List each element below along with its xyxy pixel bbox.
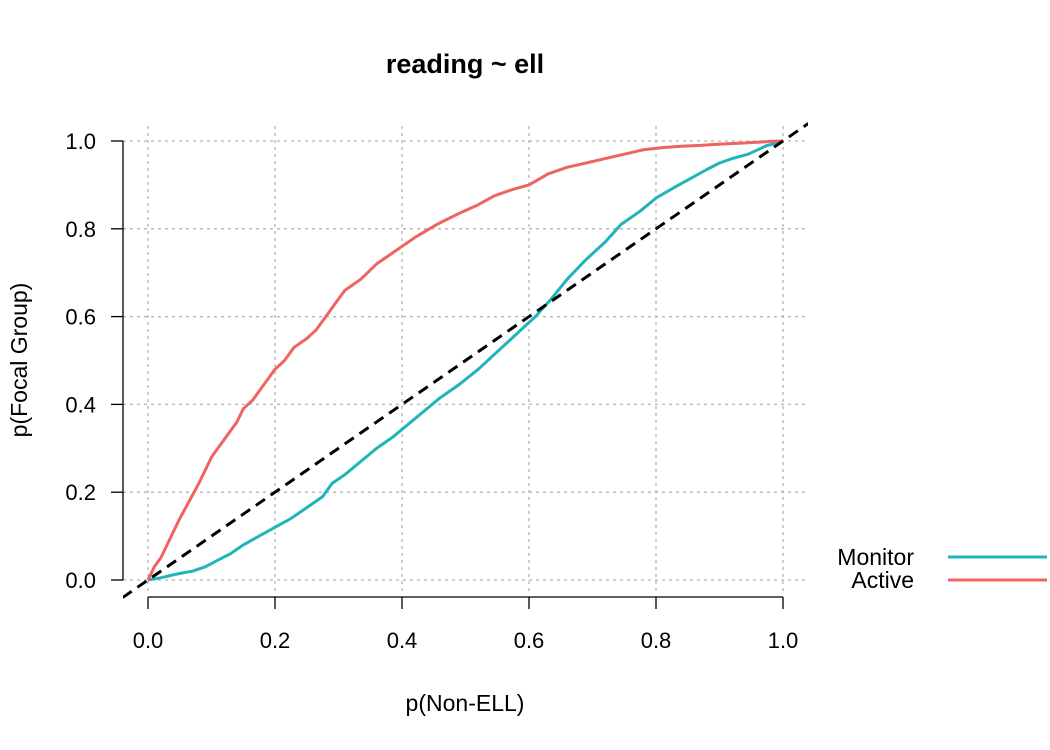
grid <box>123 126 808 592</box>
y-tick-label-2: 0.4 <box>65 392 96 417</box>
axes: 0.0 0.2 0.4 0.6 0.8 1.0 0.0 0.2 0.4 0.6 0.8 1.0 <box>65 129 798 653</box>
x-tick-label-3: 0.6 <box>514 628 545 653</box>
x-tick-label-2: 0.4 <box>387 628 418 653</box>
series-line-monitor <box>147 139 784 582</box>
legend-label-active: Active <box>851 567 914 593</box>
series-lines <box>123 122 808 599</box>
reference-diagonal-line <box>123 122 808 599</box>
chart-title: reading ~ ell <box>386 49 544 79</box>
y-tick-label-3: 0.6 <box>65 305 96 330</box>
x-tick-label-4: 0.8 <box>641 628 672 653</box>
y-axis-label: p(Focal Group) <box>6 283 32 438</box>
legend-label-monitor: Monitor <box>837 544 914 570</box>
x-tick-label-5: 1.0 <box>768 628 799 653</box>
y-tick-label-5: 1.0 <box>65 129 96 154</box>
y-tick-label-1: 0.2 <box>65 480 96 505</box>
x-axis-label: p(Non-ELL) <box>406 690 525 716</box>
y-tick-label-4: 0.8 <box>65 217 96 242</box>
series-line-active <box>146 139 784 581</box>
x-tick-label-0: 0.0 <box>133 628 164 653</box>
x-tick-label-1: 0.2 <box>260 628 291 653</box>
y-tick-label-0: 0.0 <box>65 568 96 593</box>
